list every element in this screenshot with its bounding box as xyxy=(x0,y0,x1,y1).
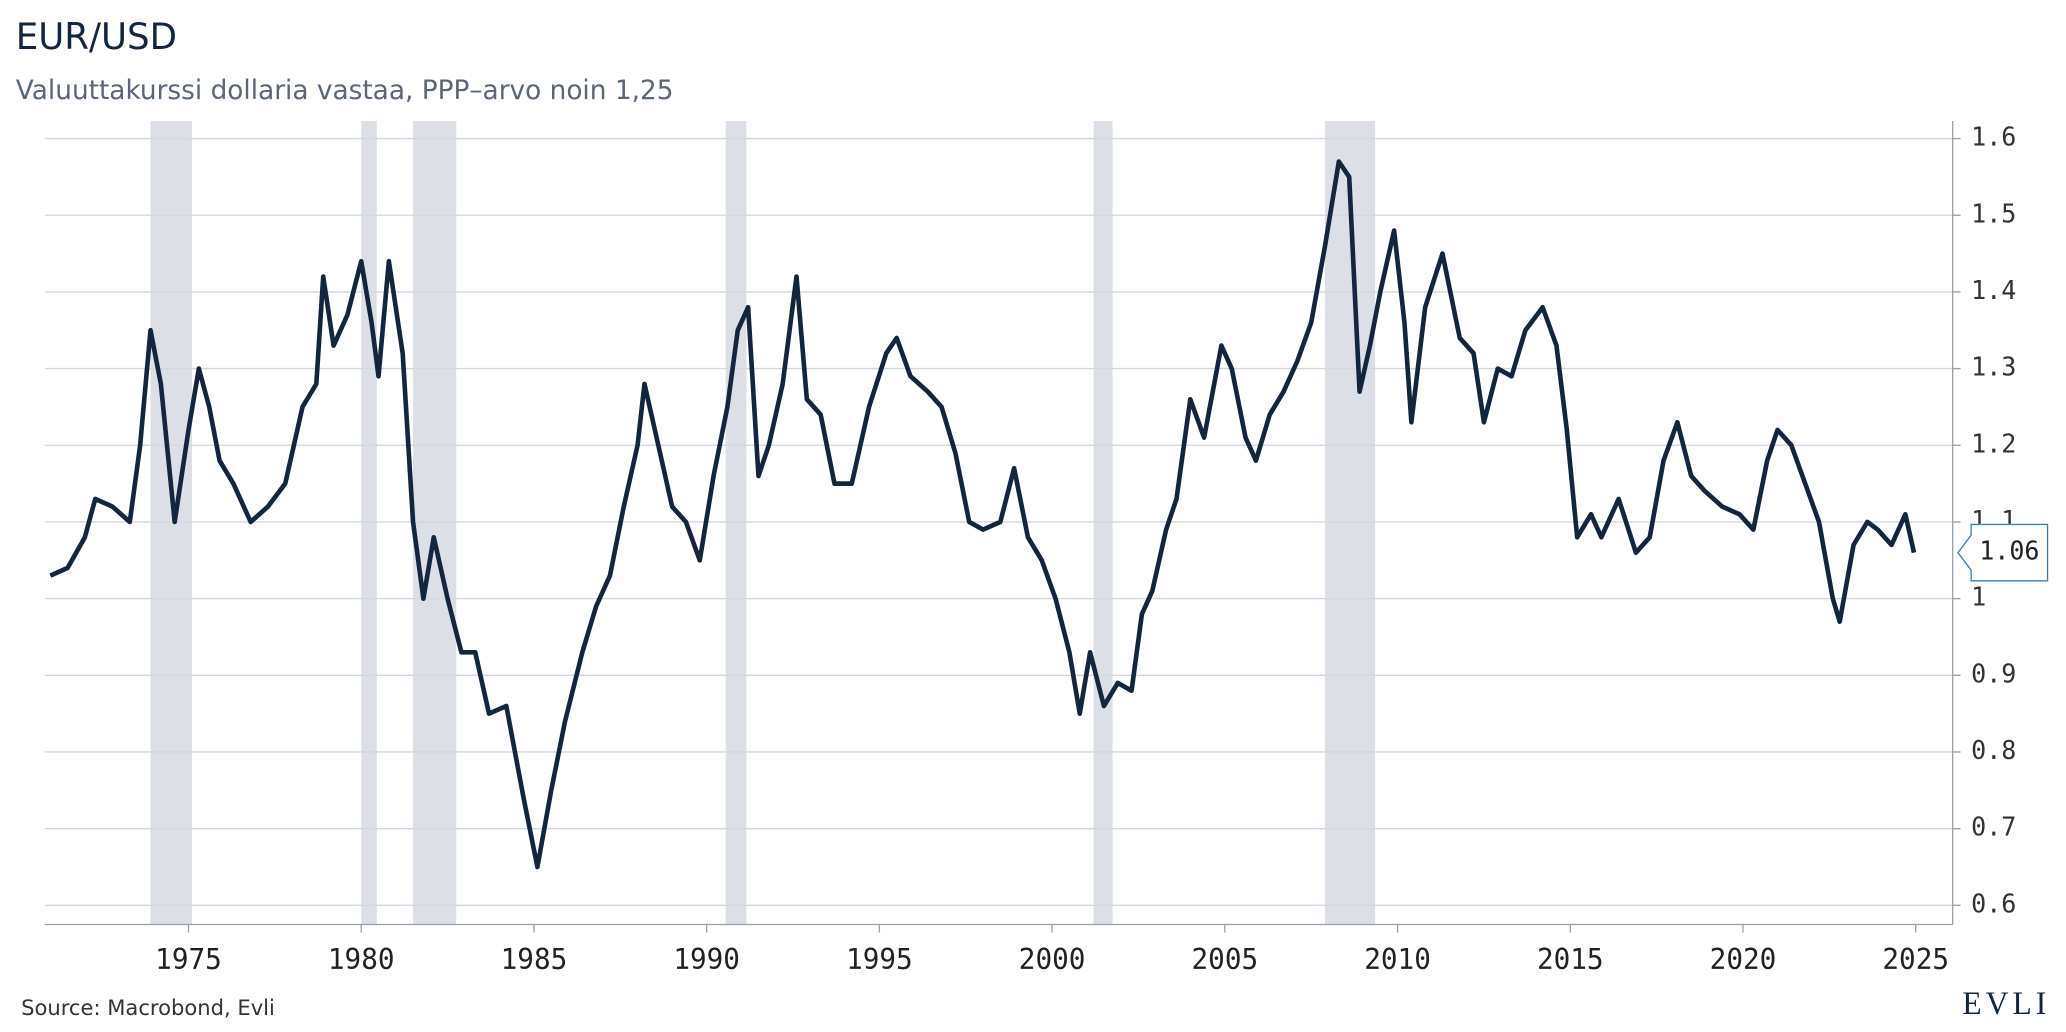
x-tick-label: 2005 xyxy=(1192,943,1259,976)
chart-title: EUR/USD xyxy=(16,17,177,58)
recession-band xyxy=(1093,120,1113,925)
y-tick-label: 0.8 xyxy=(1971,736,2016,765)
end-value-label: 1.06 xyxy=(1979,536,2039,565)
y-tick-label: 1.2 xyxy=(1971,429,2016,458)
source: Source: Macrobond, Evli xyxy=(21,996,275,1021)
logo: EVLI xyxy=(1962,986,2050,1021)
y-tick-label: 1 xyxy=(1971,582,1986,611)
y-tick-label: 0.7 xyxy=(1971,812,2016,841)
y-tick-label: 1.4 xyxy=(1971,276,2016,305)
recession-band xyxy=(1325,120,1376,925)
end-label-box xyxy=(1957,523,2049,582)
x-tick-label: 2000 xyxy=(1019,943,1086,976)
y-tick-label: 1.6 xyxy=(1971,122,2016,151)
x-tick-label: 2025 xyxy=(1882,943,1949,976)
recession-band xyxy=(361,120,377,925)
y-tick-label: 1.5 xyxy=(1971,199,2016,228)
x-tick-label: 1995 xyxy=(846,943,913,976)
x-tick-label: 1990 xyxy=(673,943,740,976)
series-line xyxy=(49,159,1917,870)
y-tick-label: 0.9 xyxy=(1971,659,2016,688)
x-tick-label: 1975 xyxy=(155,943,222,976)
x-tick-label: 2015 xyxy=(1537,943,1604,976)
y-tick-label: 0.6 xyxy=(1971,889,2016,918)
recession-band xyxy=(725,120,747,925)
recession-band xyxy=(150,120,192,925)
x-tick-label: 1980 xyxy=(328,943,395,976)
x-tick-label: 2010 xyxy=(1364,943,1431,976)
x-tick-label: 1985 xyxy=(501,943,568,976)
chart-subtitle: Valuuttakurssi dollaria vastaa, PPP–arvo… xyxy=(16,75,674,106)
y-tick-label: 1.3 xyxy=(1971,352,2016,381)
x-tick-label: 2020 xyxy=(1710,943,1777,976)
recession-band xyxy=(413,120,457,925)
